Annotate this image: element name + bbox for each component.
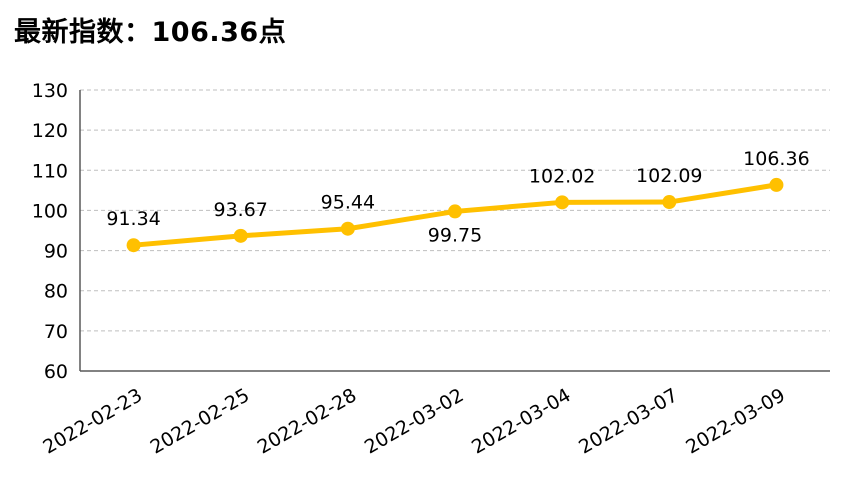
gridlines	[80, 89, 830, 332]
y-tick-label: 110	[32, 160, 68, 182]
data-labels: 91.34 93.67 95.44 99.75 102.02 102.09 106.36	[106, 148, 809, 247]
data-label: 95.44	[321, 192, 375, 214]
data-point	[233, 228, 248, 243]
chart-title: 最新指数：106.36点	[14, 10, 286, 49]
data-label: 91.34	[106, 208, 160, 230]
data-point	[126, 238, 141, 253]
y-tick-label: 70	[44, 321, 68, 343]
x-tick-label: 2022-03-02	[361, 384, 468, 458]
series-points	[126, 177, 784, 253]
y-tick-label: 130	[32, 80, 68, 102]
x-tick-label: 2022-02-28	[254, 384, 361, 458]
x-tick-label: 2022-02-25	[147, 384, 254, 458]
chart-title-prefix: 最新指数：	[14, 17, 152, 48]
data-label: 102.09	[636, 165, 702, 187]
x-tick-label: 2022-02-23	[39, 384, 146, 458]
x-axis-ticks: 2022-02-23 2022-02-25 2022-02-28 2022-03-02…	[39, 384, 788, 458]
data-point	[448, 204, 462, 219]
data-label: 106.36	[743, 148, 809, 170]
axes	[79, 90, 830, 372]
y-tick-label: 90	[44, 241, 68, 263]
y-tick-label: 60	[44, 361, 68, 383]
chart-title-value: 106.36点	[151, 17, 287, 48]
y-tick-label: 80	[44, 281, 68, 303]
x-tick-label: 2022-03-09	[682, 384, 789, 458]
data-point	[340, 221, 355, 236]
data-point	[769, 177, 784, 192]
y-tick-label: 100	[32, 200, 68, 222]
data-label: 93.67	[214, 199, 268, 221]
y-axis-ticks: 60 70 80 90 100 110 120 130	[32, 80, 68, 383]
x-tick-label: 2022-03-07	[575, 384, 682, 458]
data-point	[555, 195, 570, 210]
x-tick-label: 2022-03-04	[468, 384, 575, 458]
data-point	[662, 195, 677, 210]
data-label: 99.75	[428, 224, 482, 246]
y-tick-label: 120	[32, 120, 68, 142]
data-label: 102.02	[529, 165, 595, 187]
